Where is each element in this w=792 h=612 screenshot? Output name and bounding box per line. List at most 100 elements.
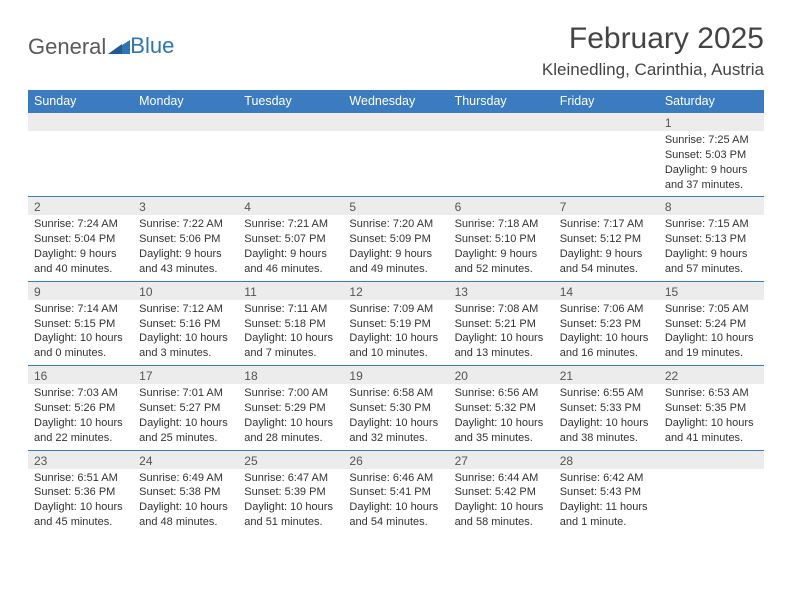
weekday-label: Friday — [554, 90, 659, 113]
sunset-text: Sunset: 5:15 PM — [34, 317, 127, 332]
calendar-cell — [659, 451, 764, 534]
daylight-text: Daylight: 10 hours and 13 minutes. — [455, 331, 548, 361]
day-details: Sunrise: 6:47 AMSunset: 5:39 PMDaylight:… — [238, 469, 343, 534]
sunset-text: Sunset: 5:24 PM — [665, 317, 758, 332]
calendar-week: 1Sunrise: 7:25 AMSunset: 5:03 PMDaylight… — [28, 113, 764, 196]
calendar-cell: 20Sunrise: 6:56 AMSunset: 5:32 PMDayligh… — [449, 366, 554, 449]
calendar-cell: 11Sunrise: 7:11 AMSunset: 5:18 PMDayligh… — [238, 282, 343, 365]
weekday-label: Wednesday — [343, 90, 448, 113]
sunset-text: Sunset: 5:32 PM — [455, 401, 548, 416]
brand-part1: General — [28, 34, 106, 60]
daylight-text: Daylight: 10 hours and 35 minutes. — [455, 416, 548, 446]
daylight-text: Daylight: 10 hours and 38 minutes. — [560, 416, 653, 446]
sunrise-text: Sunrise: 7:00 AM — [244, 386, 337, 401]
daylight-text: Daylight: 10 hours and 48 minutes. — [139, 500, 232, 530]
calendar-cell: 17Sunrise: 7:01 AMSunset: 5:27 PMDayligh… — [133, 366, 238, 449]
day-number: 12 — [343, 282, 448, 300]
day-number: 22 — [659, 366, 764, 384]
sunset-text: Sunset: 5:19 PM — [349, 317, 442, 332]
day-number: 25 — [238, 451, 343, 469]
day-number: 9 — [28, 282, 133, 300]
day-number: 27 — [449, 451, 554, 469]
calendar: SundayMondayTuesdayWednesdayThursdayFrid… — [28, 90, 764, 534]
day-number — [238, 113, 343, 131]
calendar-cell: 14Sunrise: 7:06 AMSunset: 5:23 PMDayligh… — [554, 282, 659, 365]
day-details: Sunrise: 7:11 AMSunset: 5:18 PMDaylight:… — [238, 300, 343, 365]
sunset-text: Sunset: 5:42 PM — [455, 485, 548, 500]
day-number: 15 — [659, 282, 764, 300]
daylight-text: Daylight: 11 hours and 1 minute. — [560, 500, 653, 530]
sunset-text: Sunset: 5:30 PM — [349, 401, 442, 416]
day-number: 2 — [28, 197, 133, 215]
day-number — [133, 113, 238, 131]
day-details: Sunrise: 7:14 AMSunset: 5:15 PMDaylight:… — [28, 300, 133, 365]
sunset-text: Sunset: 5:10 PM — [455, 232, 548, 247]
calendar-cell — [449, 113, 554, 196]
day-details — [28, 131, 133, 187]
day-number: 7 — [554, 197, 659, 215]
sunrise-text: Sunrise: 7:22 AM — [139, 217, 232, 232]
daylight-text: Daylight: 10 hours and 51 minutes. — [244, 500, 337, 530]
day-details — [554, 131, 659, 187]
sunset-text: Sunset: 5:06 PM — [139, 232, 232, 247]
sunrise-text: Sunrise: 7:01 AM — [139, 386, 232, 401]
sunset-text: Sunset: 5:39 PM — [244, 485, 337, 500]
location-label: Kleinedling, Carinthia, Austria — [542, 60, 764, 80]
sunset-text: Sunset: 5:29 PM — [244, 401, 337, 416]
sunset-text: Sunset: 5:04 PM — [34, 232, 127, 247]
day-details: Sunrise: 7:20 AMSunset: 5:09 PMDaylight:… — [343, 215, 448, 280]
sunset-text: Sunset: 5:21 PM — [455, 317, 548, 332]
weekday-label: Monday — [133, 90, 238, 113]
weekday-label: Saturday — [659, 90, 764, 113]
day-details: Sunrise: 7:03 AMSunset: 5:26 PMDaylight:… — [28, 384, 133, 449]
calendar-cell: 4Sunrise: 7:21 AMSunset: 5:07 PMDaylight… — [238, 197, 343, 280]
day-number: 8 — [659, 197, 764, 215]
sunrise-text: Sunrise: 6:55 AM — [560, 386, 653, 401]
day-details: Sunrise: 6:44 AMSunset: 5:42 PMDaylight:… — [449, 469, 554, 534]
calendar-cell: 15Sunrise: 7:05 AMSunset: 5:24 PMDayligh… — [659, 282, 764, 365]
weekday-label: Tuesday — [238, 90, 343, 113]
daylight-text: Daylight: 9 hours and 46 minutes. — [244, 247, 337, 277]
day-details: Sunrise: 6:56 AMSunset: 5:32 PMDaylight:… — [449, 384, 554, 449]
sunrise-text: Sunrise: 7:05 AM — [665, 302, 758, 317]
calendar-cell: 5Sunrise: 7:20 AMSunset: 5:09 PMDaylight… — [343, 197, 448, 280]
title-block: February 2025 Kleinedling, Carinthia, Au… — [542, 22, 764, 80]
weekday-label: Thursday — [449, 90, 554, 113]
calendar-cell — [28, 113, 133, 196]
day-number: 28 — [554, 451, 659, 469]
sunset-text: Sunset: 5:33 PM — [560, 401, 653, 416]
month-title: February 2025 — [542, 22, 764, 56]
calendar-cell — [133, 113, 238, 196]
sunset-text: Sunset: 5:18 PM — [244, 317, 337, 332]
brand-part2: Blue — [130, 33, 174, 59]
day-number: 1 — [659, 113, 764, 131]
day-details: Sunrise: 6:53 AMSunset: 5:35 PMDaylight:… — [659, 384, 764, 449]
sunrise-text: Sunrise: 6:53 AM — [665, 386, 758, 401]
day-number: 20 — [449, 366, 554, 384]
day-details: Sunrise: 7:06 AMSunset: 5:23 PMDaylight:… — [554, 300, 659, 365]
day-number: 18 — [238, 366, 343, 384]
sunrise-text: Sunrise: 7:06 AM — [560, 302, 653, 317]
day-details: Sunrise: 7:00 AMSunset: 5:29 PMDaylight:… — [238, 384, 343, 449]
calendar-cell: 1Sunrise: 7:25 AMSunset: 5:03 PMDaylight… — [659, 113, 764, 196]
day-number: 5 — [343, 197, 448, 215]
sunrise-text: Sunrise: 6:56 AM — [455, 386, 548, 401]
calendar-cell: 7Sunrise: 7:17 AMSunset: 5:12 PMDaylight… — [554, 197, 659, 280]
sunrise-text: Sunrise: 7:21 AM — [244, 217, 337, 232]
day-details: Sunrise: 6:46 AMSunset: 5:41 PMDaylight:… — [343, 469, 448, 534]
daylight-text: Daylight: 10 hours and 45 minutes. — [34, 500, 127, 530]
calendar-cell: 12Sunrise: 7:09 AMSunset: 5:19 PMDayligh… — [343, 282, 448, 365]
brand-triangle-icon — [108, 34, 130, 60]
day-details: Sunrise: 7:05 AMSunset: 5:24 PMDaylight:… — [659, 300, 764, 365]
day-details — [343, 131, 448, 187]
calendar-cell: 13Sunrise: 7:08 AMSunset: 5:21 PMDayligh… — [449, 282, 554, 365]
day-number: 11 — [238, 282, 343, 300]
sunrise-text: Sunrise: 6:49 AM — [139, 471, 232, 486]
calendar-cell: 9Sunrise: 7:14 AMSunset: 5:15 PMDaylight… — [28, 282, 133, 365]
day-details — [449, 131, 554, 187]
day-number — [28, 113, 133, 131]
sunrise-text: Sunrise: 7:15 AM — [665, 217, 758, 232]
day-details: Sunrise: 7:21 AMSunset: 5:07 PMDaylight:… — [238, 215, 343, 280]
sunrise-text: Sunrise: 7:03 AM — [34, 386, 127, 401]
sunset-text: Sunset: 5:03 PM — [665, 148, 758, 163]
